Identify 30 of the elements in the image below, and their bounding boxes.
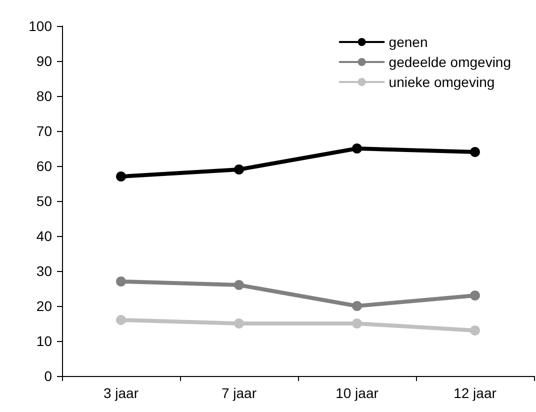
point bbox=[116, 276, 126, 286]
x-tick-label: 12 jaar bbox=[454, 385, 497, 401]
point bbox=[234, 280, 244, 290]
y-tick-label: 90 bbox=[36, 53, 52, 69]
y-tick-label: 0 bbox=[44, 368, 52, 384]
legend-label: gedeelde omgeving bbox=[388, 54, 512, 70]
legend-label: unieke omgeving bbox=[388, 74, 495, 90]
point bbox=[352, 144, 362, 154]
x-tick-label: 7 jaar bbox=[221, 385, 257, 401]
point bbox=[470, 290, 480, 300]
y-tick-label: 80 bbox=[36, 88, 52, 104]
x-tick-label: 3 jaar bbox=[103, 385, 139, 401]
x-tick-label: 10 jaar bbox=[336, 385, 379, 401]
y-tick-label: 50 bbox=[36, 193, 52, 209]
y-tick-label: 20 bbox=[36, 298, 52, 314]
point bbox=[116, 315, 126, 325]
y-tick-label: 70 bbox=[36, 123, 52, 139]
y-tick-label: 100 bbox=[28, 18, 52, 34]
y-tick-label: 30 bbox=[36, 263, 52, 279]
legend-label: genen bbox=[388, 34, 428, 50]
y-tick-label: 60 bbox=[36, 158, 52, 174]
point bbox=[470, 147, 480, 157]
point bbox=[352, 301, 362, 311]
point bbox=[352, 318, 362, 328]
point bbox=[116, 172, 126, 182]
point bbox=[234, 318, 244, 328]
y-tick-label: 40 bbox=[36, 228, 52, 244]
y-tick-label: 10 bbox=[36, 333, 52, 349]
point bbox=[470, 326, 480, 336]
point bbox=[234, 164, 244, 174]
